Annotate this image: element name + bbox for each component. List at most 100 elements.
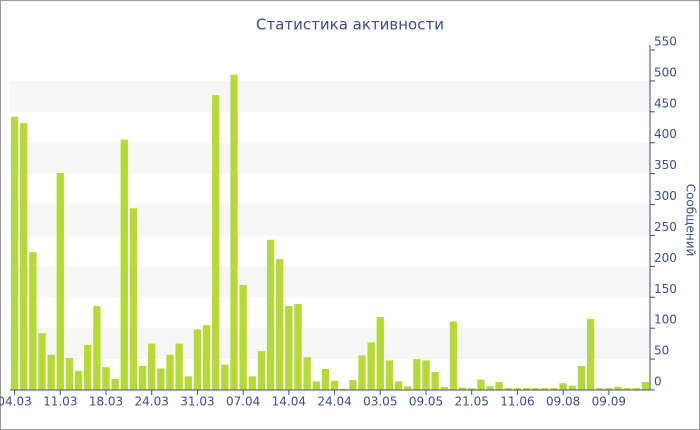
bar <box>248 376 256 390</box>
y-tick-label: 0 <box>654 375 662 389</box>
bar <box>458 387 467 390</box>
y-tick-label: 350 <box>654 158 677 172</box>
bar <box>413 359 421 390</box>
bar <box>641 381 650 390</box>
bar <box>239 284 247 390</box>
bar <box>605 388 613 390</box>
y-tick-label: 250 <box>654 220 677 234</box>
bar <box>276 258 284 390</box>
bar <box>568 385 576 390</box>
bar <box>74 370 83 390</box>
bar <box>577 365 586 390</box>
bar <box>56 173 64 390</box>
bar <box>303 357 311 390</box>
bar <box>504 388 512 390</box>
bar <box>541 388 549 390</box>
y-tick-label: 150 <box>654 282 677 296</box>
bar <box>358 355 366 390</box>
bar <box>486 386 494 390</box>
x-tick-label: 24.04 <box>317 395 351 409</box>
bar <box>221 364 229 390</box>
bar <box>449 321 458 390</box>
y-tick-label: 50 <box>654 344 669 358</box>
bar <box>312 381 320 390</box>
bar <box>440 386 448 390</box>
x-tick-label: 18.03 <box>89 395 123 409</box>
bar <box>404 386 412 390</box>
bar <box>596 388 604 390</box>
bar <box>477 379 485 390</box>
bar <box>29 252 37 390</box>
bar <box>93 305 101 390</box>
bar <box>157 368 165 390</box>
x-tick-label: 09.09 <box>592 395 626 409</box>
bar <box>193 329 202 390</box>
bar <box>166 354 174 390</box>
bar <box>38 333 46 390</box>
grid-band <box>10 328 650 360</box>
bar <box>394 381 403 390</box>
y-axis-title: Сообщений <box>684 184 698 257</box>
bar <box>614 386 622 390</box>
bar <box>20 122 28 390</box>
x-tick-label: 04.03 <box>0 395 32 409</box>
bar <box>550 388 558 390</box>
bar <box>65 357 74 390</box>
y-tick-label: 550 <box>654 35 677 49</box>
x-tick-label: 07.04 <box>226 395 260 409</box>
x-tick-label: 09.05 <box>409 395 443 409</box>
bar <box>266 239 275 390</box>
y-tick-label: 500 <box>654 65 677 79</box>
bar <box>376 317 384 390</box>
bar <box>129 208 138 390</box>
bar <box>202 325 211 390</box>
grid-band <box>10 266 650 298</box>
x-tick-label: 21.05 <box>455 395 489 409</box>
y-tick-label: 200 <box>654 251 677 265</box>
bar <box>632 388 640 390</box>
bar <box>321 368 330 390</box>
bar <box>495 381 503 390</box>
x-tick-label: 24.03 <box>135 395 169 409</box>
bar <box>431 372 439 390</box>
bar <box>148 343 156 390</box>
x-tick-label: 14.04 <box>272 395 306 409</box>
y-tick-label: 100 <box>654 313 677 327</box>
chart-title: Статистика активности <box>256 16 444 34</box>
bar <box>422 360 430 390</box>
y-tick-label: 400 <box>654 127 677 141</box>
bar <box>138 365 147 390</box>
bar <box>84 344 92 390</box>
bar <box>111 378 119 390</box>
bar <box>513 388 522 390</box>
bar <box>586 318 595 390</box>
bar <box>102 367 110 390</box>
bar <box>212 95 220 391</box>
bar <box>294 304 302 390</box>
bar <box>522 388 531 390</box>
bar <box>120 139 128 390</box>
bar <box>623 388 631 390</box>
bar <box>385 360 394 390</box>
bar <box>532 388 540 390</box>
grid-band <box>10 80 650 112</box>
bar <box>285 305 293 390</box>
x-tick-label: 03.05 <box>363 395 397 409</box>
bar <box>340 388 348 390</box>
bar <box>468 388 476 390</box>
bar <box>175 343 183 390</box>
y-tick-label: 300 <box>654 189 677 203</box>
bar <box>330 380 339 390</box>
x-tick-label: 09.08 <box>546 395 580 409</box>
bar <box>257 351 266 390</box>
bar <box>349 380 357 390</box>
grid-band <box>10 204 650 236</box>
x-tick-label: 31.03 <box>180 395 214 409</box>
bar <box>10 116 19 390</box>
bar <box>184 376 192 390</box>
bar <box>559 383 567 390</box>
bar <box>367 342 375 390</box>
y-tick-label: 450 <box>654 96 677 110</box>
x-tick-label: 11.06 <box>500 395 534 409</box>
